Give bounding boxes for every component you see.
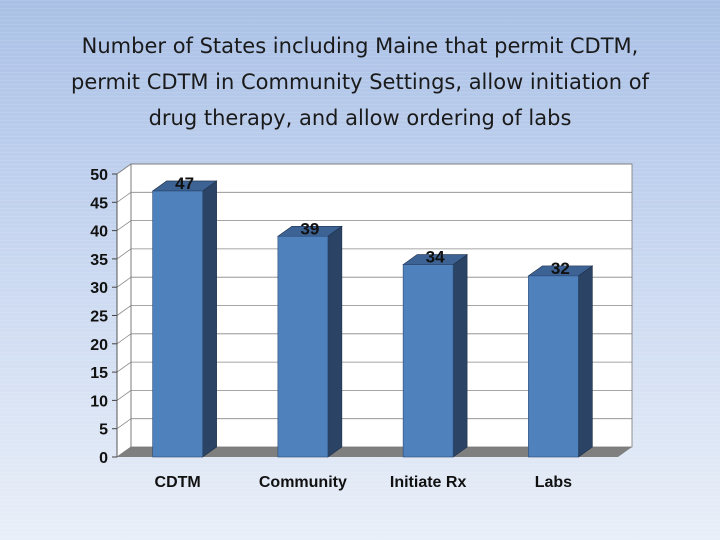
bar-initiate-rx bbox=[402, 253, 469, 458]
y-tick-label: 40 bbox=[90, 224, 108, 241]
y-tick-label: 30 bbox=[90, 280, 108, 297]
gridline-side bbox=[116, 361, 132, 373]
gridline-side bbox=[116, 390, 132, 401]
bar-labs bbox=[527, 265, 594, 458]
x-tick-label: Community bbox=[259, 474, 347, 491]
y-tick-label: 10 bbox=[90, 393, 108, 410]
bar-community bbox=[276, 225, 343, 458]
y-tick-label: 5 bbox=[99, 422, 108, 439]
gridline-side bbox=[116, 248, 132, 260]
data-label: 39 bbox=[300, 219, 319, 238]
gridline-side bbox=[116, 305, 132, 316]
data-label: 47 bbox=[175, 174, 194, 193]
y-tick-label: 50 bbox=[90, 167, 108, 184]
y-tick-label: 20 bbox=[90, 337, 108, 354]
x-axis: CDTM Community Initiate Rx Labs bbox=[155, 474, 573, 491]
chart-title-line-3: drug therapy, and allow ordering of labs bbox=[148, 106, 572, 130]
bar-side bbox=[452, 253, 468, 458]
y-axis: 0 5 10 15 20 25 30 35 40 45 50 bbox=[90, 167, 118, 467]
data-label: 34 bbox=[426, 248, 445, 267]
y-tick-label: 25 bbox=[90, 309, 108, 326]
y-tick-label: 0 bbox=[99, 450, 108, 467]
y-tick-label: 45 bbox=[90, 195, 108, 212]
x-tick-label: Initiate Rx bbox=[390, 474, 467, 491]
y-tick-label: 35 bbox=[90, 252, 108, 269]
data-label: 32 bbox=[551, 259, 570, 278]
gridline-side bbox=[116, 333, 132, 345]
gridline-side bbox=[116, 276, 132, 288]
x-tick-label: CDTM bbox=[155, 474, 201, 491]
x-tick-label: Labs bbox=[535, 474, 572, 491]
bar-side bbox=[202, 180, 217, 458]
gridline-side bbox=[116, 418, 132, 430]
bar-front bbox=[152, 190, 203, 458]
chart-title-line-1: Number of States including Maine that pe… bbox=[81, 34, 639, 58]
y-tick-label: 15 bbox=[90, 365, 108, 382]
bars: 47 39 34 32 bbox=[151, 174, 594, 458]
bar-side bbox=[578, 265, 593, 458]
chart-title: Number of States including Maine that pe… bbox=[20, 28, 700, 136]
gridline-side bbox=[116, 163, 132, 175]
chart-back-wall-frame bbox=[130, 163, 633, 448]
bar-front bbox=[402, 264, 454, 458]
bar-front bbox=[528, 275, 579, 458]
chart-title-line-2: permit CDTM in Community Settings, allow… bbox=[71, 70, 649, 94]
bar-front bbox=[277, 235, 329, 458]
gridline-side bbox=[116, 220, 132, 231]
bar-cdtm bbox=[151, 180, 218, 458]
bar-side bbox=[327, 225, 343, 458]
gridline-side bbox=[116, 191, 132, 203]
chart-floor bbox=[117, 447, 632, 457]
